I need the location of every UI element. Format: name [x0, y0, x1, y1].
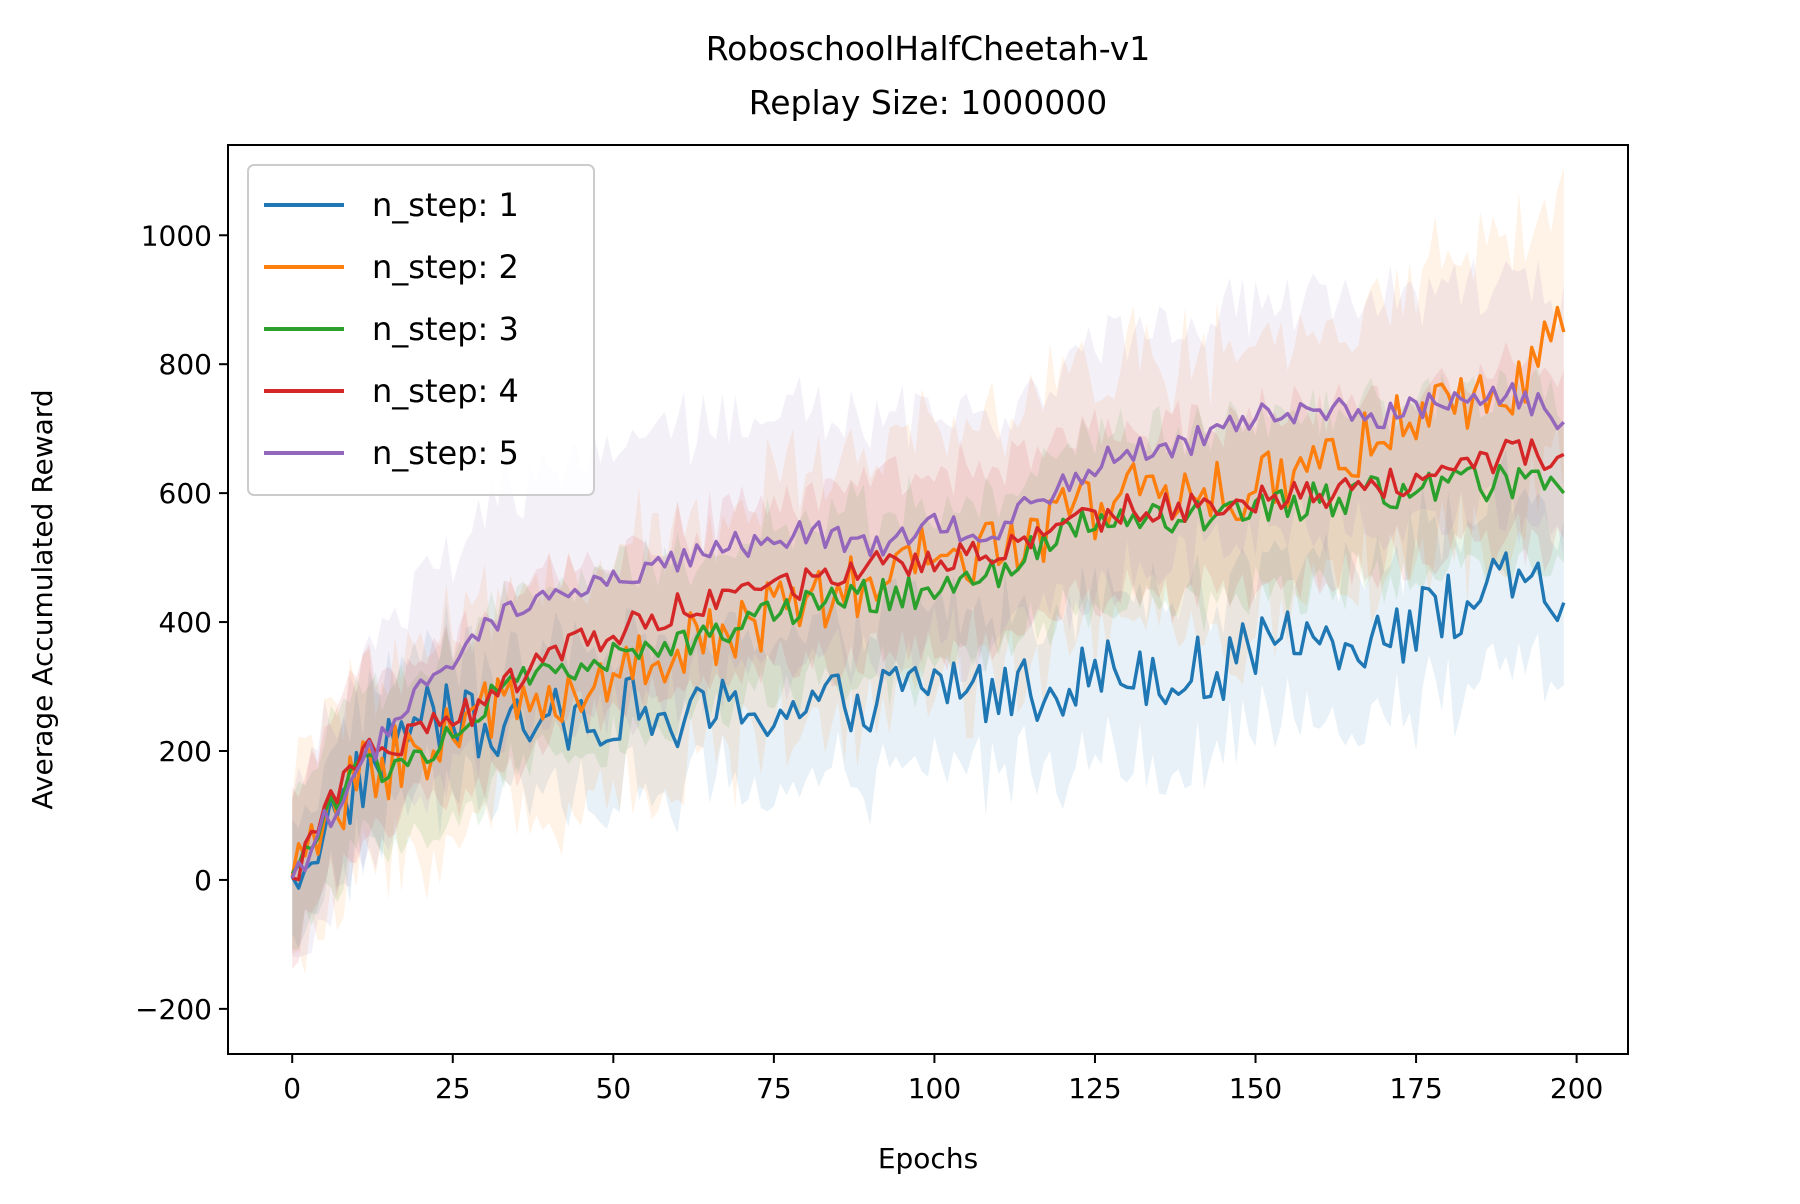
y-tick-label: 600	[159, 477, 212, 510]
x-axis-label: Epochs	[878, 1142, 978, 1175]
series-line-2	[290, 305, 1566, 878]
series-line-5	[290, 382, 1565, 879]
x-tick-label: 50	[596, 1072, 632, 1105]
x-tick-label: 150	[1229, 1072, 1282, 1105]
x-tick-label: 100	[908, 1072, 961, 1105]
y-tick-label: 0	[194, 864, 212, 897]
x-axis-ticks: 0 25 50 75 100 125 150 175 200	[283, 1054, 1603, 1105]
legend-label-3: n_step: 3	[372, 310, 519, 348]
legend-label-5: n_step: 5	[372, 434, 519, 472]
x-tick-label: 75	[756, 1072, 792, 1105]
legend-label-2: n_step: 2	[372, 248, 519, 286]
y-tick-label: −200	[135, 993, 212, 1026]
series-line-1	[290, 551, 1566, 890]
series-line-3	[290, 463, 1566, 875]
x-tick-label: 200	[1550, 1072, 1603, 1105]
legend-label-4: n_step: 4	[372, 372, 519, 410]
y-axis-ticks: −200 0 200 400 600 800 1000	[135, 219, 228, 1026]
chart-subtitle: Replay Size: 1000000	[749, 83, 1107, 122]
y-tick-label: 400	[159, 606, 212, 639]
y-tick-label: 200	[159, 735, 212, 768]
legend-label-1: n_step: 1	[372, 186, 519, 224]
x-tick-label: 0	[283, 1072, 301, 1105]
x-tick-label: 125	[1068, 1072, 1121, 1105]
x-tick-label: 25	[435, 1072, 471, 1105]
y-tick-label: 1000	[141, 219, 212, 252]
chart-title: RoboschoolHalfCheetah-v1	[706, 29, 1151, 68]
legend: n_step: 1 n_step: 2 n_step: 3 n_step: 4 n_st…	[247, 164, 595, 496]
std-band-1	[292, 449, 1564, 949]
series-lines	[290, 305, 1566, 890]
series-line-4	[291, 438, 1565, 882]
std-band-4	[292, 341, 1564, 969]
y-tick-label: 800	[159, 348, 212, 381]
y-axis-label: Average Accumulated Reward	[26, 389, 59, 809]
legend-box	[247, 164, 595, 496]
plot-area-frame	[227, 144, 1629, 1055]
std-band-2	[292, 167, 1564, 974]
x-tick-label: 175	[1389, 1072, 1442, 1105]
std-band-5	[292, 258, 1564, 958]
